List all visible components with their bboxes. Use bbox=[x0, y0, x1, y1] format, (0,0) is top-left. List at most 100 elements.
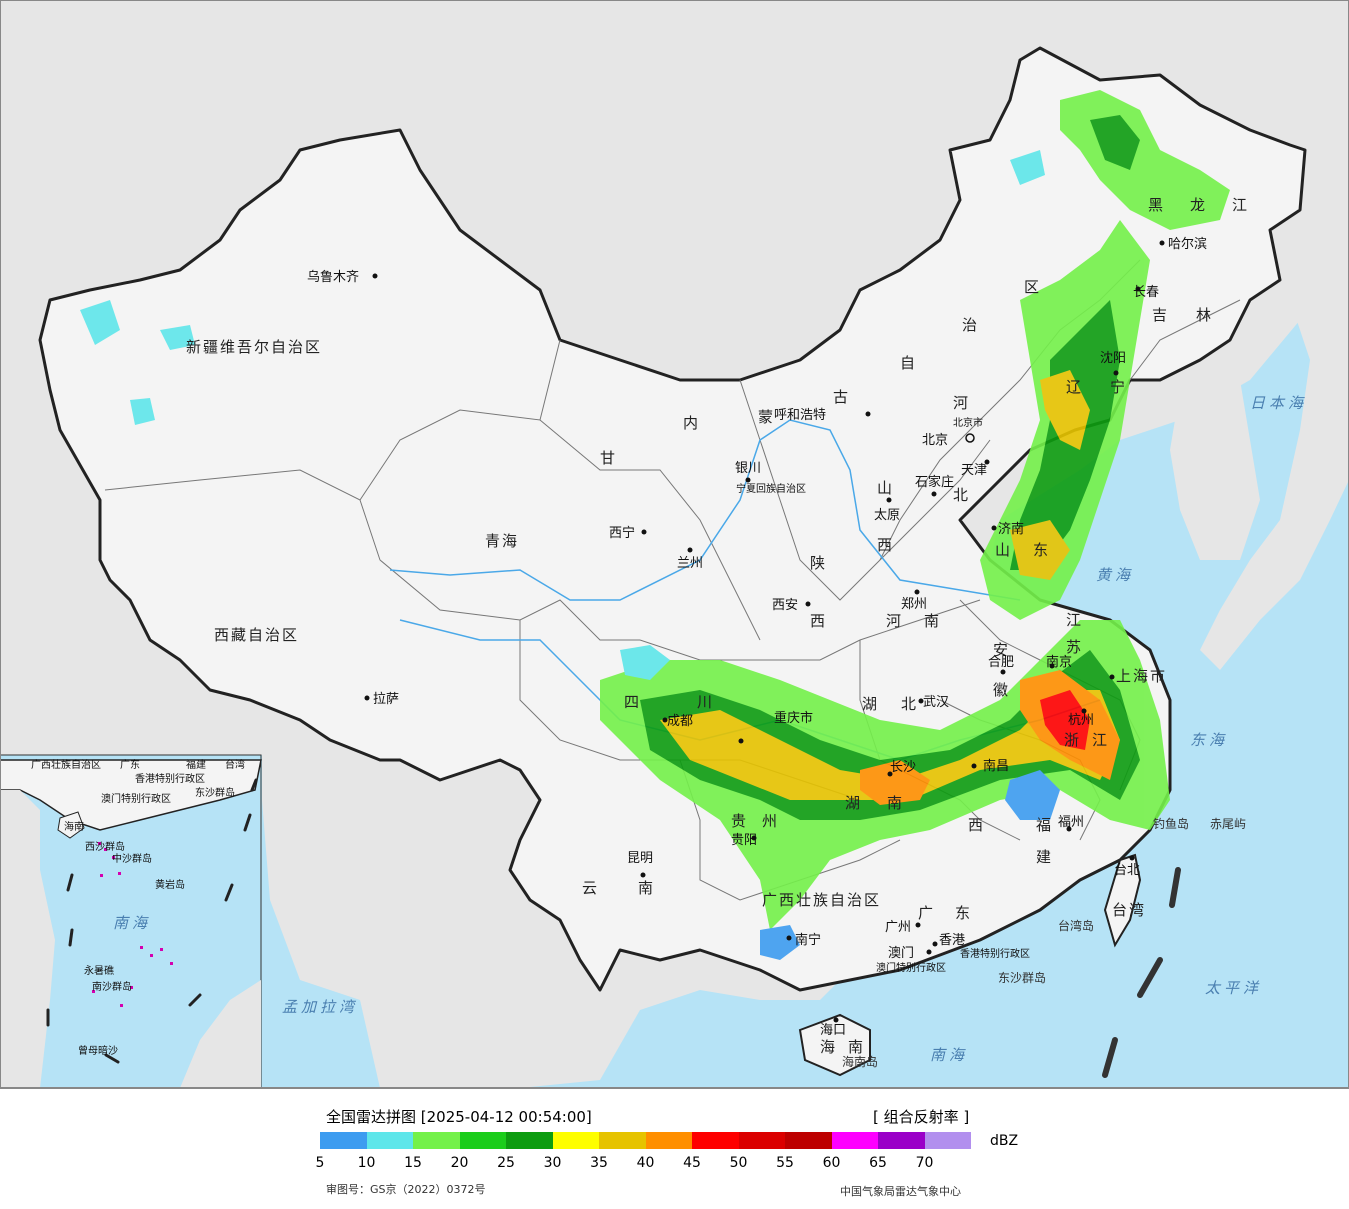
legend-swatch bbox=[692, 1132, 739, 1149]
label-dong-shan: 东 bbox=[1033, 541, 1050, 559]
inset-guangdong: 广东 bbox=[120, 758, 140, 771]
label-guangxi: 广西壮族自治区 bbox=[762, 891, 881, 909]
inset-south-china-sea: 广西壮族自治区 广东 福建 台湾 香港特别行政区 澳门特别行政区 海南 东沙群岛… bbox=[0, 754, 262, 1088]
legend-tick: 70 bbox=[915, 1155, 934, 1171]
island-taiwan: 台湾岛 bbox=[1058, 918, 1094, 933]
legend-tick: 55 bbox=[776, 1155, 794, 1171]
china-radar-map: 新疆维吾尔自治区 西藏自治区 青海 甘 内 蒙 古 自 治 区 四 川 云 南 … bbox=[0, 0, 1349, 1088]
sea-yellow: 黄海 bbox=[1096, 566, 1134, 584]
label-zhe: 浙 bbox=[1064, 731, 1081, 749]
legend-tick: 25 bbox=[497, 1155, 515, 1171]
label-fu: 福 bbox=[1036, 816, 1053, 834]
label-su: 苏 bbox=[1066, 638, 1083, 656]
label-long: 龙 bbox=[1190, 196, 1207, 214]
label-ji: 吉 bbox=[1152, 306, 1169, 324]
city-hangzhou: 杭州 bbox=[1068, 713, 1094, 728]
city-yinchuan: 银川 bbox=[735, 461, 761, 476]
label-zhou: 州 bbox=[762, 812, 779, 830]
inset-macau-sar: 澳门特别行政区 bbox=[101, 792, 171, 805]
legend-swatch bbox=[506, 1132, 553, 1149]
inset-hainan: 海南 bbox=[64, 820, 84, 833]
island-labels: 钓鱼岛 赤尾屿 台湾岛 东沙群岛 海南岛 台湾 bbox=[842, 816, 1246, 1069]
label-nan-hai: 南 bbox=[848, 1038, 865, 1056]
legend-swatch bbox=[831, 1132, 878, 1149]
review-number: 审图号：GS京（2022）0372号 bbox=[326, 1183, 486, 1196]
city-hohhot: 呼和浩特 bbox=[774, 408, 826, 423]
legend-tick: 20 bbox=[450, 1155, 469, 1171]
legend-tick: 5 bbox=[315, 1155, 325, 1171]
legend-swatch bbox=[645, 1132, 692, 1149]
label-jiang-su: 江 bbox=[1066, 611, 1083, 629]
city-shijiazhuang: 石家庄 bbox=[915, 474, 954, 490]
label-jian: 建 bbox=[1036, 848, 1053, 866]
nine-dash-line bbox=[1102, 867, 1181, 1078]
city-nanning: 南宁 bbox=[795, 932, 821, 948]
legend-tick: 65 bbox=[869, 1155, 887, 1171]
island-dongsha: 东沙群岛 bbox=[998, 970, 1046, 985]
label-an: 安 bbox=[993, 641, 1010, 659]
label-liao: 辽 bbox=[1066, 378, 1083, 396]
city-lhasa: 拉萨 bbox=[373, 692, 399, 707]
label-nei: 内 bbox=[683, 414, 700, 432]
city-haikou: 海口 bbox=[820, 1023, 846, 1038]
city-shanghai: 上海市 bbox=[1116, 667, 1167, 685]
city-beijing-shi: 北京市 bbox=[953, 416, 983, 429]
city-zhengzhou: 郑州 bbox=[901, 597, 927, 612]
label-xinjiang: 新疆维吾尔自治区 bbox=[186, 338, 322, 356]
label-xi-jiangxi: 西 bbox=[968, 816, 985, 834]
label-hai: 海 bbox=[820, 1038, 837, 1056]
island-diaoyu: 钓鱼岛 bbox=[1153, 816, 1189, 831]
legend-product-type: [ 组合反射率 ] bbox=[873, 1108, 970, 1126]
label-zhi: 治 bbox=[962, 316, 979, 334]
label-ningxia: 宁夏回族自治区 bbox=[736, 482, 806, 495]
legend-swatch bbox=[738, 1132, 785, 1149]
city-harbin: 哈尔滨 bbox=[1168, 236, 1207, 252]
legend-tick: 30 bbox=[543, 1155, 562, 1171]
legend-unit: dBZ bbox=[990, 1133, 1019, 1149]
city-chongqing: 重庆市 bbox=[774, 710, 813, 726]
legend-tick: 50 bbox=[729, 1155, 748, 1171]
city-urumqi: 乌鲁木齐 bbox=[307, 269, 359, 285]
label-shan: 山 bbox=[877, 479, 894, 497]
legend-tick: 40 bbox=[636, 1155, 655, 1171]
city-fuzhou: 福州 bbox=[1058, 815, 1084, 830]
label-si: 四 bbox=[624, 693, 641, 711]
label-yun: 云 bbox=[582, 879, 599, 897]
label-nan-yun: 南 bbox=[638, 879, 655, 897]
inset-dongsha: 东沙群岛 bbox=[195, 786, 235, 799]
city-guangzhou: 广州 bbox=[885, 920, 911, 935]
label-qinghai: 青海 bbox=[485, 532, 519, 550]
city-xian: 西安 bbox=[772, 598, 798, 613]
island-hainan: 海南岛 bbox=[842, 1054, 878, 1069]
label-guang: 广 bbox=[918, 904, 935, 922]
sea-japan: 日本海 bbox=[1250, 394, 1307, 412]
inset-xisha: 西沙群岛 bbox=[85, 840, 125, 853]
inset-huangyan: 黄岩岛 bbox=[155, 878, 185, 891]
data-source: 中国气象局雷达气象中心 bbox=[840, 1185, 961, 1198]
label-gu: 古 bbox=[833, 388, 850, 406]
city-xining: 西宁 bbox=[609, 525, 635, 541]
legend-swatch bbox=[599, 1132, 646, 1149]
city-changsha: 长沙 bbox=[890, 760, 916, 775]
inset-zhongsha: 中沙群岛 bbox=[112, 852, 152, 865]
legend-tick: 45 bbox=[683, 1155, 701, 1171]
sea-east: 东海 bbox=[1190, 731, 1228, 749]
legend-swatch bbox=[459, 1132, 506, 1149]
city-wuhan: 武汉 bbox=[923, 695, 949, 710]
label-jiang-zhe: 江 bbox=[1092, 731, 1109, 749]
label-lin: 林 bbox=[1196, 306, 1213, 324]
legend-tick: 35 bbox=[590, 1155, 608, 1171]
sea-pacific: 太平洋 bbox=[1205, 979, 1262, 997]
label-hu-nan: 湖 bbox=[845, 794, 862, 812]
label-hk-sar: 香港特别行政区 bbox=[960, 947, 1030, 960]
legend-color-bar bbox=[320, 1132, 971, 1149]
label-hei: 黑 bbox=[1148, 196, 1165, 214]
taiwan-island bbox=[1103, 853, 1142, 948]
inset-guangxi: 广西壮族自治区 bbox=[31, 758, 101, 771]
city-chengdu: 成都 bbox=[667, 714, 693, 729]
label-xizang: 西藏自治区 bbox=[214, 626, 299, 644]
label-hui: 徽 bbox=[993, 681, 1010, 699]
legend-swatch bbox=[366, 1132, 413, 1149]
label-he-bei: 河 bbox=[953, 394, 970, 412]
